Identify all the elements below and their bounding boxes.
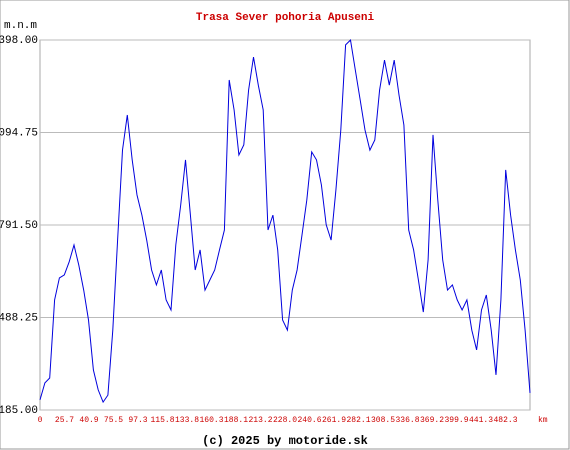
x-tick-label: 97.3 (128, 416, 147, 425)
x-tick-label: 25.7 (55, 416, 74, 425)
y-axis-label: m.n.m (4, 20, 37, 32)
elevation-line (39, 38, 531, 404)
x-tick-label: 188.1 (224, 416, 248, 425)
x-tick-label: 213.2 (248, 416, 272, 425)
x-tick-label: 0 (38, 416, 43, 425)
y-tick-label: 791.50 (0, 220, 38, 232)
x-tick-label: 336.8 (395, 416, 419, 425)
x-tick-label: 308.5 (371, 416, 395, 425)
x-tick-label: 399.9 (444, 416, 468, 425)
x-tick-label: 482.3 (493, 416, 517, 425)
x-tick-label: 75.5 (104, 416, 123, 425)
y-tick-label: 488.25 (0, 312, 38, 324)
y-tick-label: 1094.75 (0, 127, 38, 139)
x-tick-label: 441.3 (469, 416, 493, 425)
x-tick-label: 133.8 (175, 416, 199, 425)
x-axis-label: km (538, 416, 548, 425)
x-tick-label: 160.3 (199, 416, 223, 425)
x-tick-label: 369.2 (420, 416, 444, 425)
x-tick-label: 282.1 (346, 416, 370, 425)
x-tick-label: 228.0 (273, 416, 297, 425)
footer: (c) 2025 by motoride.sk (202, 434, 368, 448)
y-tick-label: 185.00 (0, 405, 38, 417)
y-tick-label: 1398.00 (0, 35, 38, 47)
x-tick-label: 261.9 (322, 416, 346, 425)
x-tick-label: 115.8 (150, 416, 174, 425)
chart-title: Trasa Sever pohoria Apuseni (196, 12, 375, 24)
x-tick-label: 240.6 (297, 416, 321, 425)
x-tick-label: 40.9 (79, 416, 98, 425)
